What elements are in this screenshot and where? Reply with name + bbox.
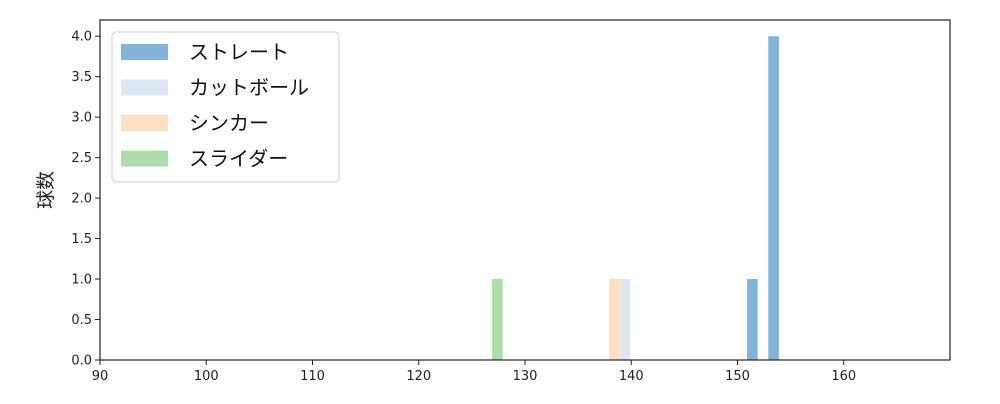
bar-2-0 — [608, 279, 621, 360]
x-tick-label: 130 — [513, 369, 538, 384]
x-tick-label: 110 — [300, 369, 325, 384]
y-tick-label: 0.0 — [71, 354, 92, 369]
x-tick-label: 160 — [831, 369, 856, 384]
legend-label: カットボール — [189, 76, 309, 100]
bar-3-0 — [492, 279, 503, 360]
x-tick-label: 150 — [725, 369, 750, 384]
legend-swatch — [121, 115, 168, 131]
x-tick-label: 100 — [194, 369, 219, 384]
bar-0-1 — [768, 36, 779, 360]
y-tick-label: 4.0 — [71, 30, 92, 45]
legend-label: シンカー — [189, 111, 269, 135]
x-tick-label: 90 — [92, 369, 109, 384]
legend-swatch — [121, 79, 168, 96]
y-tick-label: 1.5 — [71, 232, 92, 247]
x-tick-label: 120 — [406, 369, 431, 384]
legend-label: スライダー — [189, 147, 288, 171]
y-tick-label: 3.0 — [71, 111, 92, 126]
y-tick-label: 3.5 — [71, 70, 92, 85]
x-tick-label: 140 — [619, 369, 644, 384]
y-tick-label: 2.5 — [71, 151, 92, 166]
bar-0-0 — [747, 279, 758, 360]
legend — [111, 31, 340, 183]
legend-swatch — [121, 44, 168, 60]
y-axis-label: 球数 — [35, 171, 57, 209]
y-tick-label: 0.5 — [71, 313, 92, 328]
y-tick-label: 2.0 — [71, 192, 92, 207]
legend-label: ストレート — [189, 40, 289, 64]
y-tick-label: 1.0 — [71, 273, 92, 288]
legend-swatch — [121, 150, 168, 167]
bar-1-0 — [620, 279, 631, 360]
